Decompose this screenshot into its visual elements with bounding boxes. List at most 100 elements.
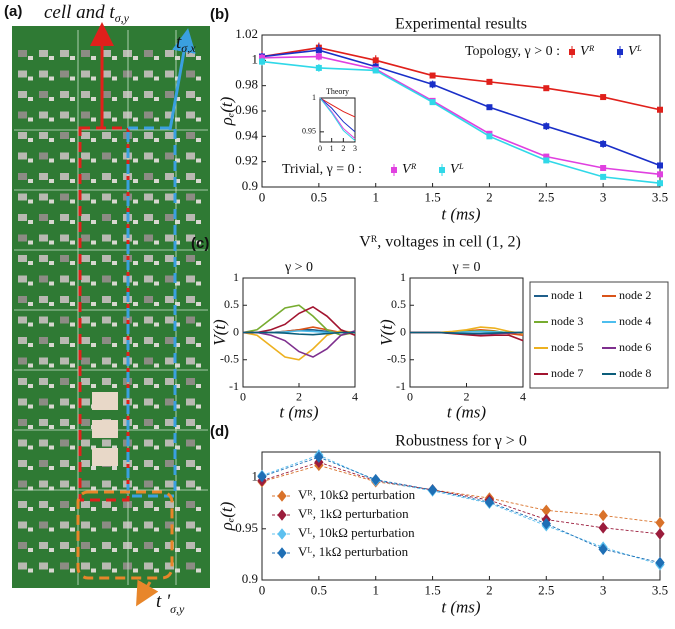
component [28,220,33,224]
component [196,425,201,429]
component [39,234,48,242]
chip [92,392,118,410]
x-tick-label: 3.5 [652,190,668,205]
component [165,111,174,119]
component [81,70,90,78]
x-tick-label: 1 [372,583,379,598]
legend-title: Topology, γ > 0 : [465,44,560,59]
component [102,91,111,98]
marker [543,157,550,164]
component [49,220,54,224]
component [154,97,159,101]
component [165,275,174,283]
component [60,255,69,262]
y-tick-label: 0.92 [235,153,258,168]
component [165,357,174,365]
component [112,548,117,552]
series-line [261,55,661,176]
component [196,281,201,286]
component [102,521,111,529]
panel-label: (b) [210,6,229,23]
component [133,199,138,204]
component [144,173,153,180]
y-tick-label: 1 [400,270,406,284]
component [196,302,201,306]
annotation-sub: σ,y [170,602,185,616]
component [133,466,138,470]
x-tick-label: 4 [352,390,358,404]
component [81,91,90,98]
y-tick-label: 0.95 [302,127,316,136]
suptitle: Vᴿ, voltages in cell (1, 2) [359,234,521,251]
component [175,343,180,347]
component [39,255,48,262]
marker [277,509,287,521]
component [112,343,117,347]
component [112,97,117,101]
panel-label: (c) [191,235,209,252]
component [60,316,69,324]
component [186,91,195,98]
component [165,214,174,221]
component [102,255,111,262]
component [144,542,153,549]
y-tick-label: -1 [229,379,239,393]
component [175,302,180,306]
component [175,76,180,81]
component [165,460,174,467]
component [175,466,180,470]
component [81,398,90,406]
component [39,439,48,447]
x-tick-label: 1 [372,190,379,205]
component [49,527,54,532]
component [144,357,153,365]
component [70,363,75,368]
component [81,296,90,303]
y-axis-label: ρₑ(t) [217,501,236,531]
component [18,480,27,488]
cell-box [126,126,177,498]
y-tick-label: 0.96 [235,102,258,117]
component [186,480,195,488]
x-axis-label: t (ms) [441,205,481,224]
component [112,56,117,60]
component [49,240,54,245]
component [91,384,96,388]
component [133,138,138,142]
component [39,378,48,385]
component [49,363,54,368]
chart-title: Theory [326,87,349,96]
component [81,378,90,385]
component [81,152,90,160]
component [133,343,138,347]
component [196,261,201,265]
component [60,132,69,139]
marker [486,133,493,140]
component [165,562,174,570]
component [112,466,117,470]
component [18,398,27,406]
component [91,363,96,368]
marker [655,516,665,529]
component [112,384,117,388]
component [91,445,96,450]
component [112,199,117,204]
component [175,404,180,409]
x-tick-label: 0 [259,583,266,598]
component [39,337,48,344]
marker [600,165,607,171]
chart-title: Experimental results [395,16,527,33]
component [112,261,117,265]
component [196,445,201,450]
component [81,562,90,570]
component [154,343,159,347]
component [133,425,138,429]
marker [429,99,436,106]
component [144,398,153,406]
component [196,117,201,122]
component [91,117,96,122]
component [133,261,138,265]
component [154,138,159,142]
series-line [261,456,661,564]
component [49,322,54,327]
